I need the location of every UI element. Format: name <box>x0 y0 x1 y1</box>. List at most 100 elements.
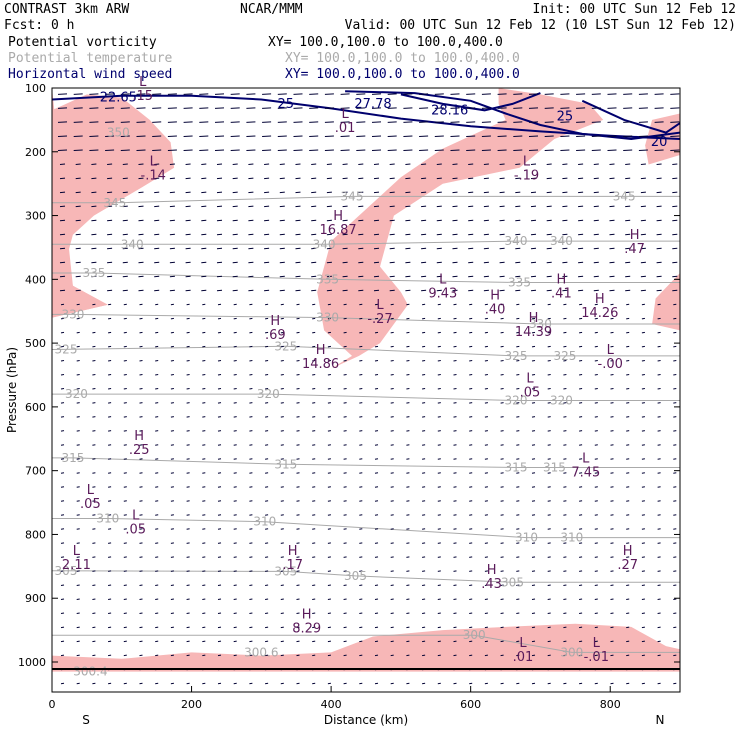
wind-vector <box>563 640 567 643</box>
wind-vector <box>327 345 331 348</box>
wind-vector <box>75 163 81 165</box>
wind-vector <box>170 444 174 446</box>
wind-vector <box>92 388 96 390</box>
wind-vector <box>390 514 394 516</box>
isentrope-label: 305 <box>274 564 297 578</box>
wind-vector <box>656 247 662 250</box>
isentrope-label: 320 <box>550 394 573 408</box>
wind-vector <box>170 360 174 362</box>
wind-vector <box>657 584 661 586</box>
wind-vector <box>123 556 127 558</box>
wind-vector <box>374 542 379 544</box>
wind-vector <box>123 472 127 474</box>
wind-vector <box>342 261 348 264</box>
wind-vector <box>92 345 96 348</box>
wind-vector <box>374 388 379 390</box>
wind-vector <box>296 654 300 657</box>
wind-vector <box>155 682 159 685</box>
wind-vector <box>466 121 476 123</box>
wind-vector <box>120 135 130 137</box>
wind-vector <box>466 107 476 109</box>
wind-vector <box>437 374 441 376</box>
wind-vector <box>406 303 410 306</box>
wind-vector <box>421 191 427 194</box>
wind-vector <box>469 458 473 460</box>
wind-vector <box>311 205 317 208</box>
wind-vector <box>547 360 551 362</box>
wind-vector <box>656 177 662 180</box>
wind-vector <box>390 402 394 404</box>
wind-vector <box>609 205 615 208</box>
wind-vector <box>610 640 614 643</box>
wind-vector <box>547 640 551 643</box>
wind-vector <box>422 612 426 614</box>
y-tick-label: 400 <box>25 273 46 286</box>
wind-vector <box>277 107 287 109</box>
wind-vector <box>249 402 253 404</box>
wind-vector <box>343 331 347 334</box>
wind-vector <box>327 374 331 376</box>
wind-vector <box>515 219 521 222</box>
wind-vector <box>531 570 536 572</box>
wind-vector <box>531 640 536 643</box>
wind-vector <box>576 121 586 123</box>
wind-vector <box>609 191 615 194</box>
wind-vector <box>594 416 598 418</box>
wind-vector <box>484 430 488 432</box>
wind-vector <box>248 289 254 292</box>
wind-vector <box>155 458 159 460</box>
wind-vector <box>453 528 457 530</box>
pv-extremum-marker: H <box>302 608 312 623</box>
isentrope-label: 340 <box>505 234 528 248</box>
isentrope-label: 315 <box>505 461 528 475</box>
wind-vector <box>60 570 65 572</box>
wind-vector <box>295 163 301 165</box>
wind-vector <box>312 374 316 376</box>
wind-vector <box>340 149 350 151</box>
wind-vector <box>216 219 223 222</box>
wind-vector <box>484 416 488 418</box>
wind-vector <box>563 500 567 502</box>
wind-vector <box>373 261 380 264</box>
wind-vector <box>437 486 441 488</box>
wind-vector <box>579 317 583 320</box>
wind-vector <box>60 640 65 643</box>
wind-vector <box>311 191 317 194</box>
wind-vector <box>57 121 68 123</box>
wind-vector <box>579 430 583 432</box>
pv-extremum-value: .15 <box>132 89 153 104</box>
wind-vector <box>326 289 332 292</box>
wind-vector <box>186 374 190 376</box>
wind-vector <box>343 500 347 502</box>
isentrope-line <box>52 393 680 401</box>
wind-vector <box>422 444 426 446</box>
wind-vector <box>453 542 457 544</box>
wind-vector <box>641 570 645 572</box>
wind-vector <box>531 528 536 530</box>
wind-speed-label: 28.16 <box>431 103 468 118</box>
wind-vector <box>453 458 457 460</box>
isentrope-label: 315 <box>61 451 84 465</box>
wind-vector <box>390 444 394 446</box>
isentrope-label: 320 <box>65 387 88 401</box>
wind-vector <box>594 402 598 404</box>
wind-vector <box>216 177 223 180</box>
wind-vector <box>265 388 269 390</box>
wind-vector <box>327 514 331 516</box>
wind-vector <box>122 289 128 292</box>
wind-vector <box>638 121 648 123</box>
wind-vector <box>139 584 143 586</box>
wind-vector <box>155 303 159 306</box>
wind-vector <box>265 317 269 320</box>
wind-vector <box>155 612 159 614</box>
wind-vector <box>202 556 206 558</box>
wind-vector <box>390 612 394 614</box>
x-tick-label: 600 <box>460 698 481 711</box>
wind-vector <box>626 360 630 362</box>
wind-vector <box>437 542 441 544</box>
wind-vector <box>108 626 112 629</box>
wind-vector <box>356 135 366 137</box>
wind-vector <box>579 374 583 376</box>
wind-vector <box>562 261 568 264</box>
wind-vector <box>594 345 598 348</box>
